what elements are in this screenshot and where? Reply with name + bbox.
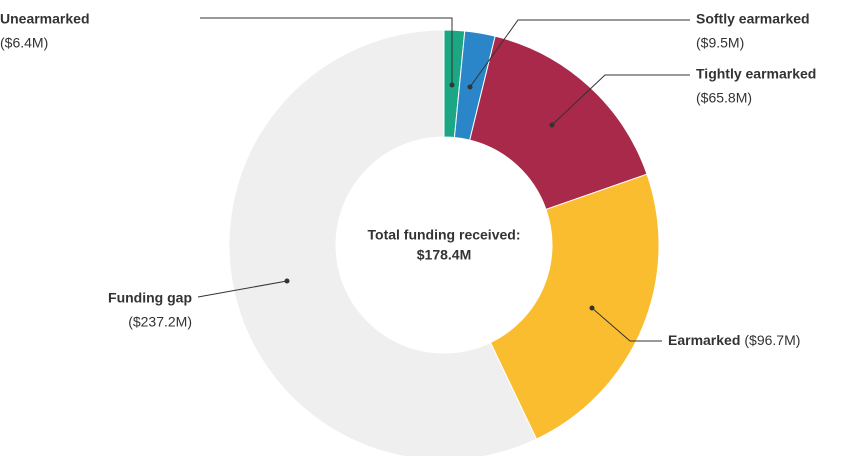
leader-dot (449, 82, 455, 88)
slice-value: ($9.5M) (696, 35, 744, 51)
slice-label: Earmarked ($96.7M) (668, 332, 800, 348)
leader-line (591, 307, 662, 342)
leader-line (551, 74, 690, 126)
slice-name: Unearmarked (0, 11, 90, 27)
slice-value: ($6.4M) (0, 35, 48, 51)
leader-line (200, 17, 453, 85)
slice-name: Tightly earmarked (696, 66, 816, 82)
slice-value: ($96.7M) (744, 332, 800, 348)
slice-name: Earmarked (668, 332, 740, 348)
leader-line (197, 280, 288, 298)
slice-name: Funding gap (108, 290, 192, 306)
slice (469, 35, 648, 211)
slice-value: ($237.2M) (128, 314, 192, 330)
leader-dot (467, 84, 473, 90)
center-value: $178.4M (417, 247, 471, 263)
leader-line (469, 19, 690, 88)
leader-dot (284, 278, 290, 284)
leader-dot (549, 122, 555, 128)
center-title: Total funding received: (368, 227, 521, 243)
slice-name: Softly earmarked (696, 11, 810, 27)
donut (228, 29, 660, 456)
slice (228, 29, 538, 456)
slice-value: ($65.8M) (696, 90, 752, 106)
slice (489, 173, 660, 440)
leader-dot (589, 305, 595, 311)
